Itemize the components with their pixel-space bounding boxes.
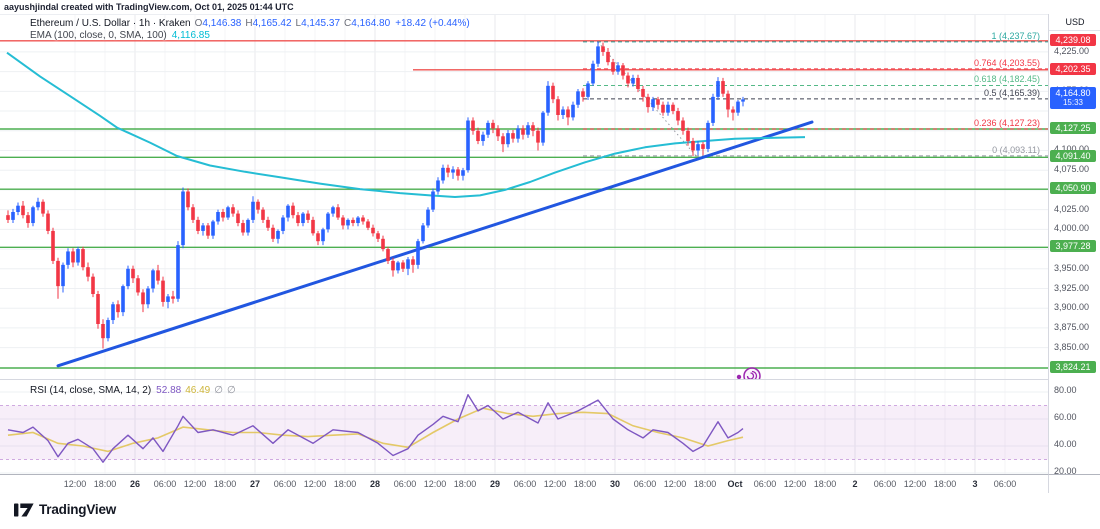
change-value: +18.42 (+0.44%) xyxy=(395,18,470,29)
fib-level-label: 0.618 (4,182.45) xyxy=(973,74,1040,85)
rsi-tick: 60.00 xyxy=(1054,412,1077,422)
ohlc-key: L xyxy=(295,18,302,29)
tradingview-brand-text: TradingView xyxy=(39,502,117,517)
time-label: 06:00 xyxy=(753,479,777,489)
tradingview-logo-icon xyxy=(14,503,34,516)
time-label: 30 xyxy=(609,479,621,489)
ohlc-key: H xyxy=(245,18,253,29)
countdown-timer: 15:33 xyxy=(1062,98,1084,108)
price-tick: 3,925.00 xyxy=(1054,282,1090,293)
ohlc-value: 4,145.37 xyxy=(301,18,341,29)
time-label: 12:00 xyxy=(903,479,927,489)
rsi-tick: 20.00 xyxy=(1054,466,1077,476)
time-label: 18:00 xyxy=(813,479,837,489)
time-label: 06:00 xyxy=(273,479,297,489)
time-label: 28 xyxy=(369,479,381,489)
price-tick: 4,000.00 xyxy=(1054,223,1090,234)
attribution-text: aayushjindal created with TradingView.co… xyxy=(4,2,294,12)
time-label: 06:00 xyxy=(873,479,897,489)
rsi-tick: 40.00 xyxy=(1054,439,1077,449)
fib-level-label: 0 (4,093.11) xyxy=(992,144,1040,155)
time-label: 18:00 xyxy=(933,479,957,489)
rsi-pane[interactable] xyxy=(0,379,1048,476)
symbol-legend[interactable]: Ethereum / U.S. Dollar · 1h · Kraken O4,1… xyxy=(30,18,470,42)
time-label: 18:00 xyxy=(693,479,717,489)
time-label: 06:00 xyxy=(393,479,417,489)
time-label: 18:00 xyxy=(93,479,117,489)
axis-corner xyxy=(1048,474,1100,493)
time-label: 06:00 xyxy=(993,479,1017,489)
price-pane[interactable] xyxy=(0,15,1048,379)
fib-level-label: 0.5 (4,165.39) xyxy=(983,87,1040,98)
ohlc-key: O xyxy=(194,18,203,29)
ema-indicator-name: EMA (100, close, 0, SMA, 100) xyxy=(30,30,167,41)
time-label: 06:00 xyxy=(633,479,657,489)
price-axis[interactable]: USD 4,225.004,175.004,100.004,075.004,02… xyxy=(1048,14,1100,492)
price-tick: 4,225.00 xyxy=(1054,45,1090,56)
time-label: 06:00 xyxy=(153,479,177,489)
chart-area[interactable]: Ethereum / U.S. Dollar · 1h · Kraken O4,1… xyxy=(0,14,1048,493)
price-badge: 4,239.08 xyxy=(1050,33,1096,46)
rsi-tick: 80.00 xyxy=(1054,385,1077,395)
time-label: 12:00 xyxy=(663,479,687,489)
rsi-empty-slot-icon: ∅ xyxy=(214,385,223,396)
time-label: 12:00 xyxy=(543,479,567,489)
time-label: 06:00 xyxy=(513,479,537,489)
fib-level-label: 0.764 (4,203.55) xyxy=(973,57,1040,68)
price-badge: 4,202.35 xyxy=(1050,62,1096,75)
ema-legend-row[interactable]: EMA (100, close, 0, SMA, 100) 4,116.85 xyxy=(30,30,470,42)
price-badge: 3,977.28 xyxy=(1050,240,1096,253)
time-label: 27 xyxy=(249,479,261,489)
time-label: 12:00 xyxy=(63,479,87,489)
price-tick: 4,100.00 xyxy=(1054,144,1089,154)
symbol-title: Ethereum / U.S. Dollar · 1h · Kraken xyxy=(30,18,191,29)
rsi-indicator-name: RSI (14, close, SMA, 14, 2) xyxy=(30,385,152,396)
time-label: 12:00 xyxy=(783,479,807,489)
rsi-legend-row[interactable]: RSI (14, close, SMA, 14, 2) 52.88 46.49 ∅ ∅ xyxy=(30,385,236,396)
price-badge: 4,050.90 xyxy=(1050,182,1096,195)
price-badge: 4,127.25 xyxy=(1050,122,1096,134)
ohlc-value: 4,164.80 xyxy=(351,18,391,29)
rsi-empty-slot-icon: ∅ xyxy=(226,385,236,396)
price-tick: 3,875.00 xyxy=(1054,321,1090,332)
ema-value: 4,116.85 xyxy=(171,30,210,41)
time-label: 29 xyxy=(489,479,501,489)
price-badge: 3,824.21 xyxy=(1050,360,1096,373)
symbol-ohlc-row[interactable]: Ethereum / U.S. Dollar · 1h · Kraken O4,1… xyxy=(30,18,470,30)
time-label: 18:00 xyxy=(453,479,477,489)
price-tick: 4,025.00 xyxy=(1054,203,1090,214)
time-label: 12:00 xyxy=(183,479,207,489)
rsi-ma-value: 46.49 xyxy=(185,385,211,396)
price-badge: 4,164.80 15:33 xyxy=(1050,87,1096,110)
price-tick: 3,950.00 xyxy=(1054,262,1090,273)
price-tick: 3,900.00 xyxy=(1054,302,1090,313)
fib-level-label: 1 (4,237.67) xyxy=(991,30,1040,41)
time-label: 2 xyxy=(852,479,858,489)
price-tick: 3,850.00 xyxy=(1054,341,1090,352)
rsi-value: 52.88 xyxy=(156,385,182,396)
ohlc-value: 4,165.42 xyxy=(252,18,292,29)
ohlc-value: 4,146.38 xyxy=(202,18,242,29)
time-label: 12:00 xyxy=(423,479,447,489)
time-label: 18:00 xyxy=(573,479,597,489)
ohlc-key: C xyxy=(344,18,352,29)
ohlc-values: O4,146.38 H4,165.42 L4,145.37 C4,164.80 xyxy=(191,18,391,29)
axis-currency-label: USD xyxy=(1049,14,1100,31)
footer-logo[interactable]: TradingView xyxy=(14,502,116,517)
time-label: 12:00 xyxy=(303,479,327,489)
time-label: 26 xyxy=(129,479,141,489)
time-label: Oct xyxy=(727,479,743,489)
time-label: 18:00 xyxy=(213,479,237,489)
price-tick: 4,075.00 xyxy=(1054,164,1090,175)
time-axis[interactable]: 12:00 18:00 26 06:00 12:00 18:00 27 06:00 12:00 1… xyxy=(0,474,1048,493)
price-badge: 4,091.40 xyxy=(1050,150,1096,163)
time-label: 3 xyxy=(972,479,978,489)
fib-level-label: 0.236 (4,127.23) xyxy=(973,118,1040,129)
time-label: 18:00 xyxy=(333,479,357,489)
